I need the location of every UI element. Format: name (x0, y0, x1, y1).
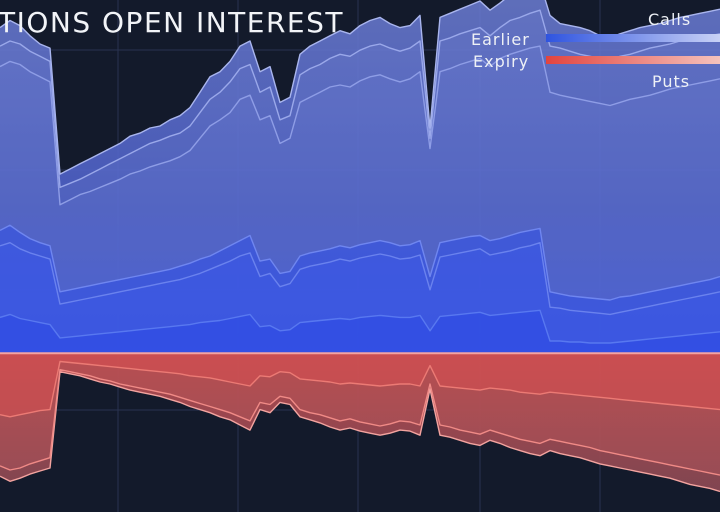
legend-calls-label: Calls (648, 10, 692, 29)
legend-puts-label: Puts (652, 72, 691, 91)
legend-calls-gradient (546, 34, 720, 42)
puts-area-1 (0, 353, 720, 476)
puts-area-2 (0, 353, 720, 417)
calls-area-3 (0, 225, 720, 354)
calls-layer (0, 0, 720, 354)
legend-earlier-label: Earlier (471, 30, 530, 49)
calls-line-5 (0, 309, 720, 344)
calls-line-3 (0, 224, 720, 301)
calls-area-5 (0, 310, 720, 354)
legend-puts-gradient (546, 56, 720, 64)
puts-line-0 (0, 371, 720, 493)
puts-line-2 (0, 360, 720, 418)
puts-line-1 (0, 369, 720, 476)
calls-line-2 (0, 45, 720, 206)
calls-line-4 (0, 242, 720, 316)
page-title: TIONS OPEN INTEREST (0, 6, 345, 39)
legend-expiry-label: Expiry (473, 52, 530, 71)
